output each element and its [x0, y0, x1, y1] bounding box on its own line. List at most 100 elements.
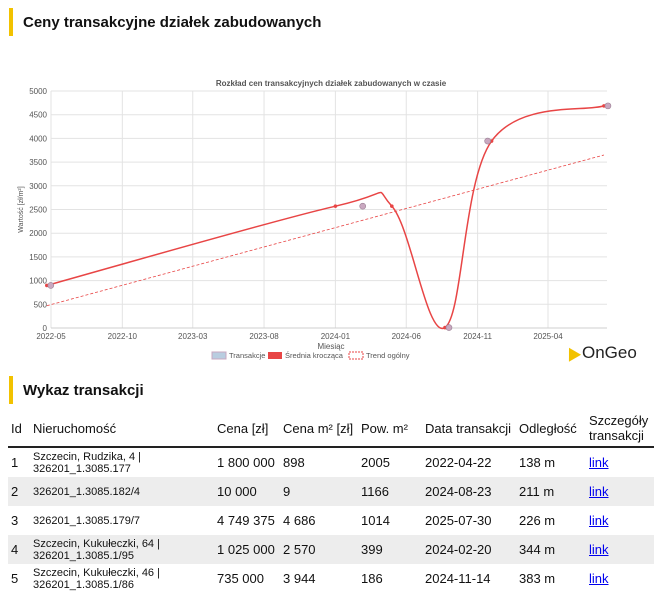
- row-id: 2: [8, 477, 30, 506]
- row-details: link: [586, 447, 654, 477]
- row-price-m2: 2 570: [280, 535, 358, 564]
- y-tick-label: 500: [34, 300, 48, 309]
- prices-section-heading: Ceny transakcyjne działek zabudowanych: [9, 8, 321, 36]
- y-tick-label: 3500: [29, 158, 47, 167]
- transaction-point: [445, 324, 453, 331]
- y-tick-label: 5000: [29, 87, 47, 96]
- row-property: 326201_1.3085.182/4: [30, 477, 214, 506]
- x-axis-label: Miesiąc: [317, 342, 344, 351]
- row-area: 1166: [358, 477, 422, 506]
- moving-average-point: [390, 204, 394, 208]
- x-tick-label: 2023-08: [249, 332, 279, 341]
- row-property: Szczecin, Kukułeczki, 46 | 326201_1.3085…: [33, 566, 160, 591]
- y-tick-label: 3000: [29, 182, 47, 191]
- transaction-point: [47, 282, 55, 289]
- moving-average-point: [333, 204, 338, 208]
- row-distance: 211 m: [516, 477, 586, 506]
- ongeo-logo-text: OnGeo: [582, 343, 637, 362]
- x-tick-label: 2024-11: [463, 332, 492, 341]
- row-area: 2005: [361, 455, 390, 470]
- row-price: 10 000: [214, 477, 280, 506]
- y-tick-label: 0: [43, 324, 48, 333]
- row-price-m2: 3 944: [283, 571, 316, 586]
- x-tick-label: 2025-04: [533, 332, 563, 341]
- header-details: Szczegóły transakcji: [586, 410, 654, 448]
- row-id: 3: [11, 513, 19, 528]
- row-property: Szczecin, Rudzika, 4 | 326201_1.3085.177: [33, 450, 142, 475]
- legend-swatch-moving-average: [268, 352, 282, 359]
- row-date: 2025-07-30: [425, 513, 492, 528]
- y-tick-label: 1000: [29, 277, 47, 286]
- ongeo-logo-icon: [562, 344, 582, 362]
- row-area: 186: [361, 571, 383, 586]
- header-property: Nieruchomość: [30, 410, 214, 448]
- row-distance: 383 m: [519, 571, 556, 586]
- row-id: 4: [8, 535, 30, 564]
- table-row: 1 Szczecin, Rudzika, 4 | 326201_1.3085.17…: [8, 447, 654, 477]
- table-row: 4 Szczecin, Kukułeczki, 64 | 326201_1.308…: [8, 535, 654, 564]
- row-id: 1: [11, 455, 19, 470]
- price-chart-svg: Rozkład cen transakcyjnych działek zabud…: [18, 79, 612, 360]
- row-price-m2: 898: [283, 455, 305, 470]
- row-details: link: [586, 535, 654, 564]
- row-date: 2022-04-22: [425, 455, 492, 470]
- transaction-point: [604, 102, 612, 110]
- x-tick-label: 2022-05: [36, 332, 66, 341]
- row-distance: 344 m: [516, 535, 586, 564]
- row-price: 4 749 375: [217, 513, 275, 528]
- header-price: Cena [zł]: [214, 410, 280, 448]
- table-row: 2 326201_1.3085.182/4 10 000 9 1166 2024-08-2…: [8, 477, 654, 506]
- header-area: Pow. m²: [358, 410, 422, 448]
- row-details: link: [586, 477, 654, 506]
- row-area: 399: [358, 535, 422, 564]
- row-price: 1 025 000: [214, 535, 280, 564]
- price-chart: Rozkład cen transakcyjnych działek zabud…: [0, 72, 663, 372]
- row-property: 326201_1.3085.179/7: [33, 514, 141, 527]
- y-tick-label: 4000: [29, 134, 47, 143]
- row-details: link: [586, 506, 654, 535]
- row-area: 1014: [361, 513, 390, 528]
- row-date: 2024-11-14: [425, 571, 491, 586]
- trend-line: [46, 154, 605, 307]
- row-price: 1 800 000: [217, 455, 275, 470]
- row-price-m2: 4 686: [283, 513, 316, 528]
- row-details-link[interactable]: link: [589, 513, 609, 528]
- x-tick-label: 2023-03: [178, 332, 208, 341]
- table-row: 5 Szczecin, Kukułeczki, 46 | 326201_1.308…: [8, 564, 654, 593]
- row-details-link[interactable]: link: [589, 484, 609, 499]
- row-id: 5: [11, 571, 19, 586]
- legend-swatch-transactions: [211, 351, 227, 360]
- chart-title: Rozkład cen transakcyjnych działek zabud…: [216, 79, 447, 88]
- x-tick-label: 2024-01: [321, 332, 351, 341]
- header-distance: Odległość: [516, 410, 586, 448]
- transaction-point: [484, 137, 491, 145]
- row-distance: 226 m: [519, 513, 556, 528]
- header-price-m2: Cena m² [zł]: [280, 410, 358, 448]
- row-details: link: [586, 564, 654, 593]
- list-section-heading: Wykaz transakcji: [9, 376, 144, 404]
- y-tick-label: 1500: [29, 253, 47, 262]
- row-price: 735 000: [217, 571, 264, 586]
- legend-moving-average: Średnia krocząca: [285, 351, 344, 360]
- transactions-table: Id Nieruchomość Cena [zł] Cena m² [zł] P…: [8, 410, 654, 593]
- moving-average-line: [46, 105, 605, 329]
- ongeo-logo: OnGeo: [562, 343, 637, 363]
- row-details-link[interactable]: link: [589, 571, 609, 586]
- x-tick-label: 2024-06: [392, 332, 422, 341]
- y-tick-label: 4500: [29, 111, 47, 120]
- y-tick-label: 2000: [29, 229, 47, 238]
- y-axis-label: Wartość [zł/m²]: [18, 186, 25, 232]
- row-date: 2024-02-20: [422, 535, 516, 564]
- row-date: 2024-08-23: [422, 477, 516, 506]
- header-id: Id: [8, 410, 30, 448]
- table-row: 3 326201_1.3085.179/7 4 749 375 4 686 1014 20…: [8, 506, 654, 535]
- x-tick-label: 2022-10: [108, 332, 138, 341]
- legend-swatch-trend: [348, 351, 364, 360]
- row-property: Szczecin, Kukułeczki, 64 | 326201_1.3085…: [30, 535, 214, 564]
- legend-transactions: Transakcje: [229, 351, 265, 360]
- row-price-m2: 9: [280, 477, 358, 506]
- table-header-row: Id Nieruchomość Cena [zł] Cena m² [zł] P…: [8, 410, 654, 448]
- row-details-link[interactable]: link: [589, 455, 609, 470]
- header-date: Data transakcji: [422, 410, 516, 448]
- row-details-link[interactable]: link: [589, 542, 609, 557]
